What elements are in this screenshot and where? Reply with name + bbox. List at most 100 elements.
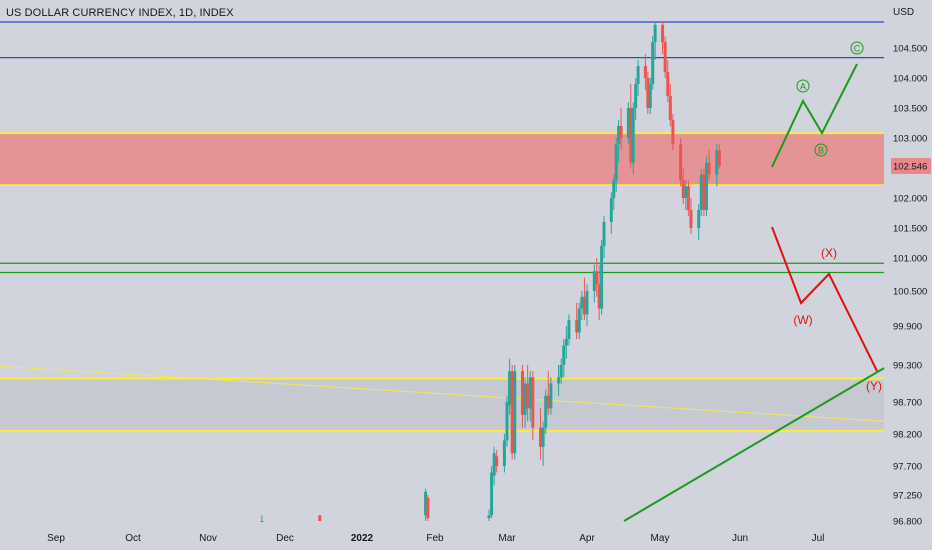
candle [600,240,604,315]
candle [684,180,688,210]
candle [663,36,667,78]
time-tick: Sep [47,533,65,544]
candle-body [663,42,667,72]
candle-body [592,271,596,291]
candle [636,60,640,96]
candle [546,371,550,415]
candle-body [531,377,535,428]
candle-body [614,144,618,181]
price-axis[interactable]: 104.500 104.000 103.500 103.000 102.546 102.0… [891,44,931,528]
green-support-trendline [623,367,885,522]
candle-body [668,96,672,120]
candle [666,60,670,102]
last-price-badge [891,158,931,174]
candle-body [546,395,550,409]
candle [612,174,616,210]
candle [699,168,703,216]
candle [715,144,719,187]
candle-body [564,339,568,346]
candle [661,22,665,54]
candle [528,371,532,422]
bullish-wave-projection [771,63,858,168]
candle [424,488,428,521]
price-tick: 103.500 [893,104,927,115]
time-tick: Mar [498,533,516,544]
candle [602,216,606,258]
trendlines-layer [0,365,885,522]
candle [717,144,721,169]
candle [541,421,545,466]
candle [689,198,693,234]
candle [702,168,706,216]
candle-body [541,427,545,447]
zones-layer [0,133,884,431]
bearish-wave-projection [771,226,878,372]
candle [567,314,571,346]
price-tick: 97.700 [893,462,922,473]
candle-body [582,296,586,315]
candle [653,22,657,60]
candle [526,365,530,422]
candle-body [260,521,264,522]
candle [629,84,633,169]
candle-body [505,402,509,441]
candle [679,138,683,187]
price-tick: 96.800 [893,517,922,528]
candle-body [699,174,703,210]
candle [557,365,561,396]
candle [549,377,553,415]
candle-body [580,296,584,309]
wave-label-a-ring [796,79,810,93]
candle-body [651,42,655,84]
wave-projections-layer [771,63,878,372]
time-tick: Apr [579,533,595,544]
price-tick: 101.000 [893,254,927,265]
candle-body [600,246,604,309]
candle-body [526,383,530,409]
candle [502,434,506,473]
candle-body [626,108,630,138]
candle [505,395,509,447]
candle [631,102,635,175]
candle-body [689,210,693,228]
candle-body [585,291,589,315]
candle-body [602,222,606,246]
time-tick: Oct [125,533,141,544]
candle [614,138,618,193]
candle-body [487,515,491,519]
candle-body [567,320,571,339]
candle [564,326,568,359]
candle [617,120,621,163]
candle-body [318,515,322,521]
candle-body [575,320,579,333]
candle [671,114,675,151]
candle-body [617,126,621,145]
candle-body [502,440,506,466]
candle-body [634,84,638,108]
candle-body [513,371,517,454]
candle-body [595,271,599,285]
candle-body [520,371,524,415]
time-tick: 2022 [351,533,374,544]
wave-label-c-ring [850,41,864,55]
candle-body [661,24,665,43]
wave-label-c: C [854,44,861,54]
currency-label: USD [893,7,915,18]
time-axis[interactable]: Sep Oct Nov Dec 2022 Feb Mar Apr May Jun Jul [47,533,824,544]
candle-body [671,120,675,145]
candle-body [717,150,721,166]
candle-body [523,383,527,415]
candle-body [643,66,647,78]
time-tick: Feb [426,533,444,544]
candle [592,264,596,303]
price-tick: 102.000 [893,194,927,205]
candle-body [559,365,563,378]
time-tick: May [651,533,670,544]
candle-body [646,78,650,108]
candle [513,365,517,460]
candle-body [492,453,496,476]
candle-body [653,24,657,43]
candle [318,515,322,521]
price-tick: 102.546 [893,162,927,173]
